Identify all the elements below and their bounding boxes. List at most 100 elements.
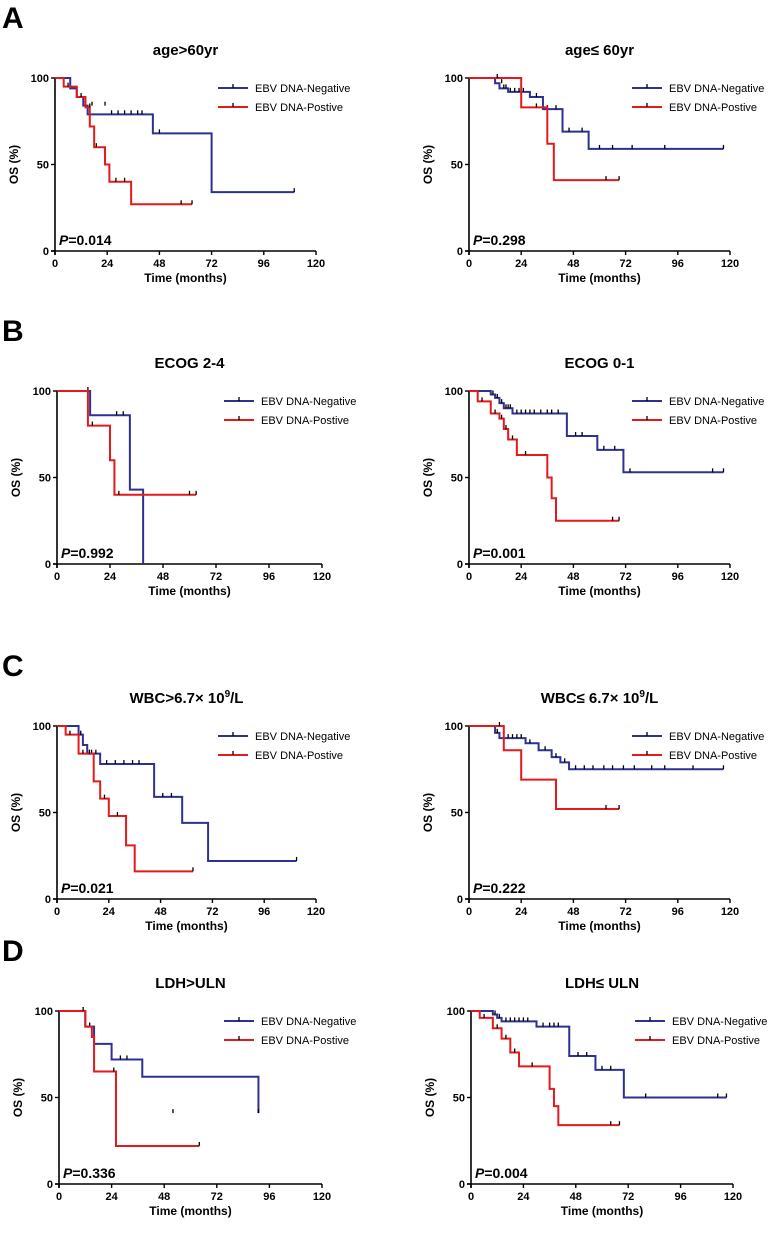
p-value-prefix: P [473, 232, 483, 248]
x-tick-label: 120 [724, 1191, 742, 1203]
y-tick-label: 0 [45, 559, 51, 571]
p-value-number: =0.336 [72, 1165, 115, 1181]
km-curve-positive [471, 1010, 620, 1127]
p-value: P=0.001 [473, 545, 526, 561]
km-curve-positive [469, 725, 620, 811]
chart-title-main: WBC>6.7× 10 [130, 690, 225, 707]
panel-letter-c: C [2, 650, 24, 683]
y-axis-label: OS (%) [11, 1078, 25, 1117]
p-value: P=0.336 [63, 1165, 116, 1181]
x-tick-label: 24 [101, 258, 114, 270]
x-tick-label: 0 [52, 258, 58, 270]
x-tick-label: 72 [619, 571, 631, 583]
km-chart-1: age>60yr 0 24 48 72 96 120 0 50 100 Time (months) O… [7, 42, 350, 285]
chart-title-suffix: /L [230, 690, 243, 707]
legend-label-negative: EBV DNA-Negative [669, 731, 764, 743]
x-tick-label: 0 [54, 571, 60, 583]
x-tick-label: 120 [721, 906, 739, 918]
p-value-prefix: P [59, 232, 69, 248]
y-tick-label: 50 [39, 473, 51, 485]
y-tick-label: 100 [445, 73, 463, 85]
x-axis-label: Time (months) [561, 1204, 643, 1218]
legend-label-negative: EBV DNA-Negative [669, 83, 764, 95]
chart-title: ECOG 0-1 [564, 355, 634, 372]
y-tick-label: 0 [457, 894, 463, 906]
x-tick-label: 120 [313, 571, 331, 583]
chart-title: WBC≤ 6.7× 109/L [541, 689, 659, 707]
y-axis-label: OS (%) [9, 458, 23, 497]
km-curve-positive [469, 77, 620, 182]
y-tick-label: 50 [453, 1093, 465, 1105]
p-value-prefix: P [475, 1165, 485, 1181]
chart-title: age>60yr [153, 42, 219, 59]
km-curve-negative [57, 725, 297, 862]
legend-label-negative: EBV DNA-Negative [261, 396, 356, 408]
p-value-number: =0.298 [482, 232, 525, 248]
chart-title: ECOG 2-4 [154, 355, 225, 372]
chart-title-main: age≤ 60yr [565, 42, 634, 59]
x-tick-label: 72 [205, 258, 217, 270]
legend-label-negative: EBV DNA-Negative [261, 1016, 356, 1028]
x-tick-label: 120 [307, 258, 325, 270]
km-chart-3: ECOG 2-4 0 24 48 72 96 120 0 50 100 Time (months) O… [9, 355, 356, 598]
x-tick-label: 48 [158, 1191, 170, 1203]
legend-label-negative: EBV DNA-Negative [255, 83, 350, 95]
x-tick-label: 0 [466, 906, 472, 918]
x-tick-label: 24 [104, 571, 117, 583]
y-tick-label: 50 [451, 160, 463, 172]
x-tick-label: 72 [210, 571, 222, 583]
p-value: P=0.004 [475, 1165, 528, 1181]
km-curve-negative [55, 77, 295, 194]
km-chart-7: LDH>ULN 0 24 48 72 96 120 0 50 100 Time (months) OS… [11, 975, 356, 1218]
y-tick-label: 50 [39, 808, 51, 820]
p-value: P=0.014 [59, 232, 112, 248]
y-tick-label: 50 [451, 808, 463, 820]
p-value: P=0.992 [61, 545, 114, 561]
y-axis-label: OS (%) [9, 793, 23, 832]
x-tick-label: 48 [153, 258, 165, 270]
km-curve-positive [57, 390, 197, 496]
chart-title-main: WBC≤ 6.7× 10 [541, 690, 640, 707]
x-tick-label: 72 [619, 906, 631, 918]
x-tick-label: 96 [258, 906, 270, 918]
y-tick-label: 50 [41, 1093, 53, 1105]
x-tick-label: 0 [56, 1191, 62, 1203]
x-tick-label: 96 [674, 1191, 686, 1203]
legend-label-positive: EBV DNA-Postive [255, 750, 343, 762]
chart-title-sup: 9 [225, 689, 231, 700]
x-tick-label: 24 [515, 258, 528, 270]
legend-label-negative: EBV DNA-Negative [255, 731, 350, 743]
km-chart-4: ECOG 0-1 0 24 48 72 96 120 0 50 100 Time (months) O… [421, 355, 764, 598]
y-tick-label: 100 [445, 386, 463, 398]
x-axis-label: Time (months) [144, 271, 226, 285]
km-chart-2: age≤ 60yr 0 24 48 72 96 120 0 50 100 Time (months)… [421, 42, 764, 285]
x-tick-label: 0 [468, 1191, 474, 1203]
y-tick-label: 100 [31, 73, 49, 85]
x-tick-label: 72 [206, 906, 218, 918]
y-tick-label: 0 [457, 246, 463, 258]
x-tick-label: 24 [515, 906, 528, 918]
legend-label-negative: EBV DNA-Negative [672, 1016, 767, 1028]
p-value: P=0.298 [473, 232, 526, 248]
panel-letter-d: D [2, 935, 24, 968]
legend-label-positive: EBV DNA-Postive [255, 102, 343, 114]
legend-label-positive: EBV DNA-Postive [669, 415, 757, 427]
chart-title-main: LDH>ULN [155, 975, 225, 992]
km-curve-positive [55, 77, 193, 206]
x-tick-label: 96 [263, 571, 275, 583]
panel-letter-a: A [2, 2, 24, 35]
x-tick-label: 72 [211, 1191, 223, 1203]
chart-title: LDH≤ ULN [565, 975, 639, 992]
chart-title-main: age>60yr [153, 42, 219, 59]
p-value-number: =0.004 [484, 1165, 527, 1181]
x-tick-label: 0 [466, 258, 472, 270]
p-value-prefix: P [61, 545, 71, 561]
km-chart-5: WBC>6.7× 109/L 0 24 48 72 96 120 0 50 100 Time (mo… [9, 689, 350, 933]
chart-title-suffix: /L [645, 690, 658, 707]
x-tick-label: 48 [157, 571, 169, 583]
y-tick-label: 0 [45, 894, 51, 906]
y-axis-label: OS (%) [7, 145, 21, 184]
x-tick-label: 72 [619, 258, 631, 270]
p-value-number: =0.001 [482, 545, 525, 561]
